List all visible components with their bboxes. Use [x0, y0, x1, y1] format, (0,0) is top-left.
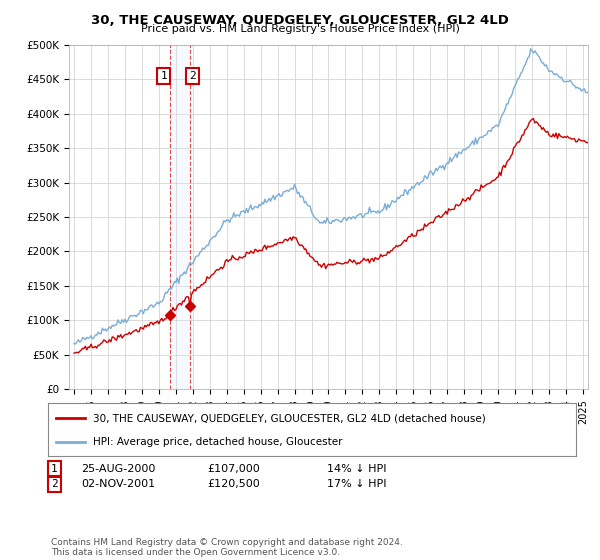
Text: HPI: Average price, detached house, Gloucester: HPI: Average price, detached house, Glou… — [93, 436, 343, 446]
Text: 1: 1 — [51, 464, 58, 474]
Text: 14% ↓ HPI: 14% ↓ HPI — [327, 464, 386, 474]
Text: 2: 2 — [51, 479, 58, 489]
Bar — [170, 45, 190, 389]
Text: Price paid vs. HM Land Registry's House Price Index (HPI): Price paid vs. HM Land Registry's House … — [140, 24, 460, 34]
Text: 1: 1 — [160, 71, 167, 81]
Text: 30, THE CAUSEWAY, QUEDGELEY, GLOUCESTER, GL2 4LD (detached house): 30, THE CAUSEWAY, QUEDGELEY, GLOUCESTER,… — [93, 413, 485, 423]
Text: £120,500: £120,500 — [207, 479, 260, 489]
Text: 2: 2 — [189, 71, 196, 81]
Text: Contains HM Land Registry data © Crown copyright and database right 2024.
This d: Contains HM Land Registry data © Crown c… — [51, 538, 403, 557]
Text: 02-NOV-2001: 02-NOV-2001 — [81, 479, 155, 489]
Text: 17% ↓ HPI: 17% ↓ HPI — [327, 479, 386, 489]
Text: £107,000: £107,000 — [207, 464, 260, 474]
Text: 30, THE CAUSEWAY, QUEDGELEY, GLOUCESTER, GL2 4LD: 30, THE CAUSEWAY, QUEDGELEY, GLOUCESTER,… — [91, 14, 509, 27]
Text: 25-AUG-2000: 25-AUG-2000 — [81, 464, 155, 474]
